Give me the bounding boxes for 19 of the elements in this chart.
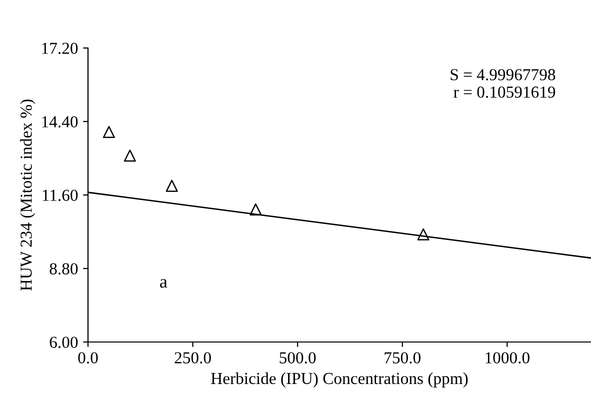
x-tick-label: 750.0 — [384, 352, 420, 364]
point — [124, 150, 136, 162]
x-tick-label: 500.0 — [280, 352, 316, 364]
y-tick-label: 17.20 — [42, 42, 78, 54]
annotation: a — [160, 279, 168, 288]
y-tick-label: 14.40 — [42, 116, 78, 128]
y-axis-title: HUW 234 (Mitotic index %) — [20, 100, 36, 291]
x-tick-label: 250.0 — [174, 352, 211, 364]
point — [250, 203, 262, 216]
y-tick-label: 6.00 — [50, 336, 78, 348]
x-axis-title: Herbicide (IPU) Concentrations (ppm) — [211, 372, 468, 388]
x-tick-label: 1000.0 — [486, 352, 530, 364]
x-tick-label: 0.0 — [78, 352, 98, 364]
point — [102, 126, 115, 138]
y-tick-label: 8.80 — [50, 263, 78, 275]
annotation: S = 4.99967798 r = 0.10591619 — [450, 69, 556, 98]
point — [417, 228, 430, 240]
y-tick-label: 11.60 — [42, 190, 78, 202]
point — [166, 180, 178, 192]
